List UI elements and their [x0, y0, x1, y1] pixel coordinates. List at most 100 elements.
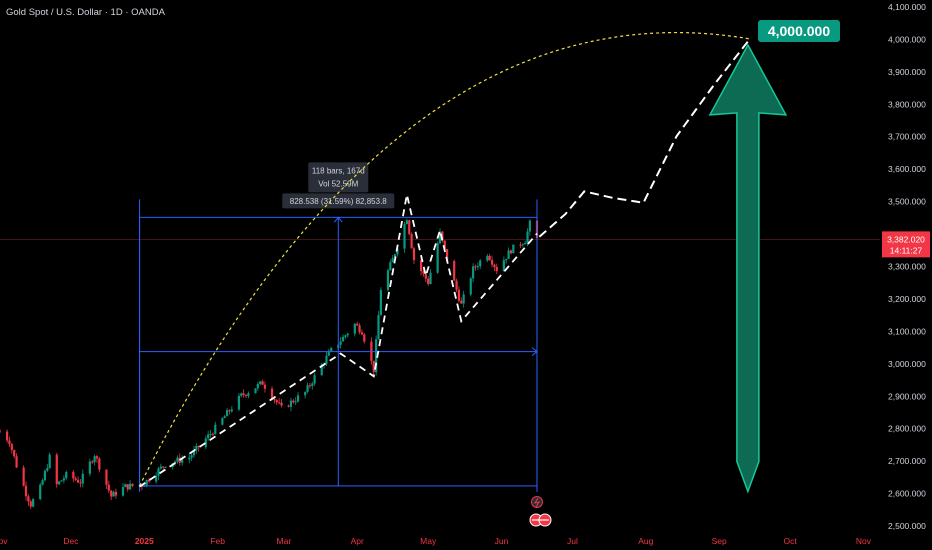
- candle-body: [528, 220, 531, 232]
- candle-body: [386, 270, 390, 291]
- candle-body: [405, 220, 408, 225]
- candle-body: [41, 480, 44, 485]
- candle-body: [526, 231, 529, 243]
- candle-body: [155, 475, 158, 482]
- y-axis[interactable]: 2,500.000 2,600.000 2,700.000 2,800.000 2,90…: [888, 2, 926, 531]
- measurement-tool[interactable]: 118 bars, 167d Vol 52.59M 828.538 (31.59%)…: [139, 162, 538, 492]
- candle-body: [507, 250, 510, 259]
- x-axis[interactable]: Nov Dec 2025 Feb Mar Apr May Jun Jul Aug Sep Oct Nov: [0, 536, 872, 546]
- candle-body: [39, 484, 42, 500]
- candle-body: [32, 499, 35, 507]
- x-tick-label: 2025: [135, 536, 154, 546]
- candle-body: [27, 496, 30, 502]
- candle-body: [304, 391, 307, 396]
- candle-body: [159, 466, 162, 469]
- candle-body: [438, 231, 442, 244]
- candle-body: [65, 471, 68, 479]
- measure-change-label: 828.538 (31.59%) 82,853.8: [290, 197, 388, 206]
- candle-body: [469, 278, 472, 295]
- candle-body: [195, 445, 198, 451]
- x-tick-label: Nov: [0, 536, 8, 546]
- candle-body: [8, 440, 11, 445]
- current-price-value: 3,382.020: [887, 234, 925, 244]
- candle-body: [254, 388, 257, 394]
- measure-arrowhead-up: [333, 216, 343, 223]
- candle-body: [15, 456, 18, 468]
- candle-body: [91, 461, 94, 463]
- candle-body: [379, 290, 382, 316]
- candle-body: [424, 273, 427, 279]
- event-icons[interactable]: [529, 496, 552, 527]
- candle-body: [294, 401, 297, 403]
- candle-body: [237, 395, 241, 410]
- candle-body: [472, 266, 475, 279]
- candle-body: [164, 466, 167, 468]
- candle-body: [112, 491, 115, 497]
- y-tick-label: 3,900.000: [888, 67, 926, 77]
- candle-body: [81, 473, 84, 484]
- candle-body: [188, 457, 191, 460]
- y-tick-label: 3,000.000: [888, 359, 926, 369]
- x-tick-label: Aug: [638, 536, 653, 546]
- candle-body: [419, 260, 423, 272]
- candle-body: [131, 483, 134, 486]
- candle-body: [358, 325, 361, 333]
- x-tick-label: Nov: [856, 536, 872, 546]
- candle-body: [427, 278, 430, 284]
- candle-body: [192, 450, 196, 456]
- curve-projection: [139, 31, 750, 487]
- candle-body: [512, 244, 515, 254]
- candle-body: [223, 416, 226, 419]
- pattern-lines: [139, 38, 751, 488]
- candle-body: [462, 294, 465, 304]
- candle-body: [126, 484, 129, 490]
- candle-body: [207, 434, 210, 439]
- candle-body: [429, 272, 432, 284]
- candle-body: [443, 240, 446, 250]
- candle-body: [372, 360, 375, 373]
- candle-body: [280, 402, 283, 406]
- candle-body: [292, 400, 295, 403]
- candle-body: [247, 393, 250, 396]
- candle-body: [441, 231, 444, 241]
- chart-title: Gold Spot / U.S. Dollar · 1D · OANDA: [6, 7, 166, 18]
- candle-body: [353, 323, 356, 334]
- candle-body: [10, 444, 13, 450]
- y-tick-label: 4,100.000: [888, 2, 926, 12]
- projected-path-line: [538, 38, 751, 238]
- candle-body: [259, 381, 262, 384]
- candle-body: [495, 266, 498, 272]
- target-label-box: [758, 20, 840, 42]
- candle-body: [403, 224, 406, 249]
- candle-body: [453, 261, 456, 281]
- y-tick-label: 2,900.000: [888, 391, 926, 401]
- candle-body: [393, 254, 397, 259]
- candle-body: [339, 341, 342, 345]
- y-tick-label: 2,600.000: [888, 489, 926, 499]
- x-tick-label: Feb: [210, 536, 225, 546]
- candle-body: [43, 470, 47, 481]
- x-tick-label: Sep: [712, 536, 727, 546]
- candle-body: [306, 385, 309, 392]
- candle-body: [124, 484, 127, 488]
- candle-body: [412, 248, 416, 261]
- current-price-box: [882, 231, 930, 258]
- candle-body: [197, 445, 200, 448]
- y-tick-label: 3,600.000: [888, 164, 926, 174]
- target-label-text: 4,000.000: [768, 23, 830, 39]
- candle-body: [313, 375, 316, 384]
- candle-body: [308, 385, 311, 387]
- candle-body: [129, 483, 132, 490]
- candle-body: [114, 491, 118, 496]
- candle-body: [457, 289, 461, 301]
- candle-body: [445, 249, 449, 262]
- candle-body: [60, 480, 63, 482]
- candle-body: [311, 383, 314, 386]
- candle-body: [408, 220, 411, 234]
- y-tick-label: 3,200.000: [888, 294, 926, 304]
- candle-body: [476, 266, 479, 268]
- y-tick-label: 4,000.000: [888, 34, 926, 44]
